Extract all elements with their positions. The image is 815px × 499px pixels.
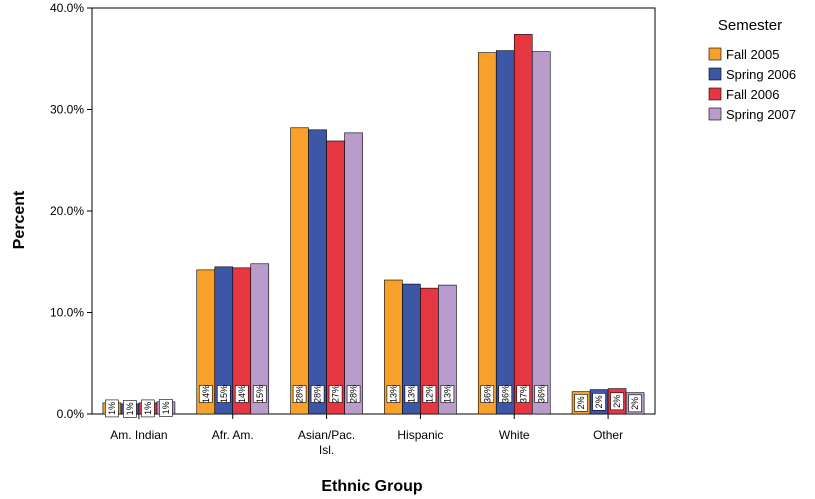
bar [344, 132, 363, 415]
data-label: 2% [612, 395, 622, 408]
data-label: 12% [424, 385, 434, 403]
y-tick-label: 0.0% [57, 407, 85, 421]
bar [531, 51, 551, 415]
plot-frame [91, 7, 656, 415]
data-label: 2% [630, 397, 640, 410]
data-label: 28% [313, 385, 323, 403]
data-label-box [216, 385, 231, 403]
data-label-box [498, 385, 513, 403]
y-axis: 0.0% 10.0% 20.0% 30.0% 40.0% [50, 1, 656, 421]
legend-swatch [708, 107, 722, 121]
bar [290, 127, 309, 415]
data-label-box [628, 394, 642, 413]
x-axis: Am. Indian Afr. Am. Asian/Pac. Isl. Hispanic… [110, 414, 623, 457]
bar [513, 34, 533, 415]
legend: Semester Fall 2005 Spring 2006 Fall 2006 Sp… [708, 17, 796, 122]
y-axis-title: Percent [11, 190, 28, 249]
data-label-box [198, 385, 213, 403]
data-label: 15% [219, 385, 229, 403]
data-label-box [480, 385, 495, 403]
x-tick-label: Hispanic [397, 428, 443, 442]
y-tick-label: 40.0% [50, 1, 84, 15]
data-label: 1% [125, 402, 135, 415]
legend-item-label: Spring 2006 [726, 67, 796, 82]
data-label: 28% [349, 385, 359, 403]
data-label-box [159, 399, 173, 417]
x-tick-label: Asian/Pac. Isl. [298, 428, 355, 457]
data-label: 36% [482, 385, 492, 403]
data-label: 36% [500, 385, 510, 403]
legend-swatch [708, 67, 722, 81]
x-axis-title: Ethnic Group [321, 478, 423, 495]
legend-item-label: Fall 2005 [726, 47, 779, 62]
bar [477, 52, 497, 415]
data-label-box [141, 399, 155, 418]
data-label-box [610, 392, 624, 411]
bar [495, 50, 515, 415]
bars: 1% 1% 1% 1% 14% 15% 14% 15% 28% 28% 27% 28% 13% 13% 12… [102, 34, 645, 418]
data-label: 15% [255, 385, 265, 403]
data-label-box [516, 385, 531, 403]
data-label-box [234, 385, 249, 403]
data-label-box [422, 385, 437, 403]
data-label-box [574, 394, 588, 412]
data-label-box [404, 385, 419, 403]
data-label: 13% [388, 385, 398, 403]
data-label: 1% [143, 402, 153, 415]
y-tick-label: 10.0% [50, 306, 84, 320]
data-label-box [592, 393, 606, 411]
data-label-box [310, 385, 325, 403]
legend-item-label: Fall 2006 [726, 87, 779, 102]
data-label: 14% [237, 385, 247, 403]
data-label-box [440, 385, 455, 403]
data-label-box [534, 385, 549, 403]
data-label: 2% [576, 396, 586, 409]
data-label-box [386, 385, 401, 403]
data-label-box [123, 400, 137, 418]
bar [250, 263, 270, 415]
data-label: 28% [295, 385, 305, 403]
data-label: 37% [518, 385, 528, 403]
data-label-box [292, 385, 307, 403]
x-tick-label: Am. Indian [110, 428, 167, 442]
bar [326, 140, 345, 415]
bar [438, 284, 457, 415]
data-label-box [346, 385, 361, 403]
legend-item-label: Spring 2007 [726, 107, 796, 122]
data-label: 36% [536, 385, 546, 403]
data-label: 2% [594, 395, 604, 408]
data-label-box [252, 385, 267, 403]
y-tick-label: 30.0% [50, 103, 84, 117]
data-label-box [105, 399, 119, 418]
legend-title: Semester [718, 17, 782, 34]
data-label: 13% [442, 385, 452, 403]
y-tick-label: 20.0% [50, 204, 84, 218]
data-label-box [328, 385, 343, 403]
data-label: 1% [161, 401, 171, 414]
legend-swatch [708, 87, 722, 101]
data-label: 1% [107, 402, 117, 415]
bar [308, 129, 327, 415]
data-label: 13% [406, 385, 416, 403]
x-tick-label: White [499, 428, 530, 442]
legend-swatch [708, 47, 722, 61]
data-label: 14% [201, 385, 211, 403]
x-tick-label: Other [593, 428, 623, 442]
data-label: 27% [331, 385, 341, 403]
x-tick-label: Afr. Am. [212, 428, 254, 442]
